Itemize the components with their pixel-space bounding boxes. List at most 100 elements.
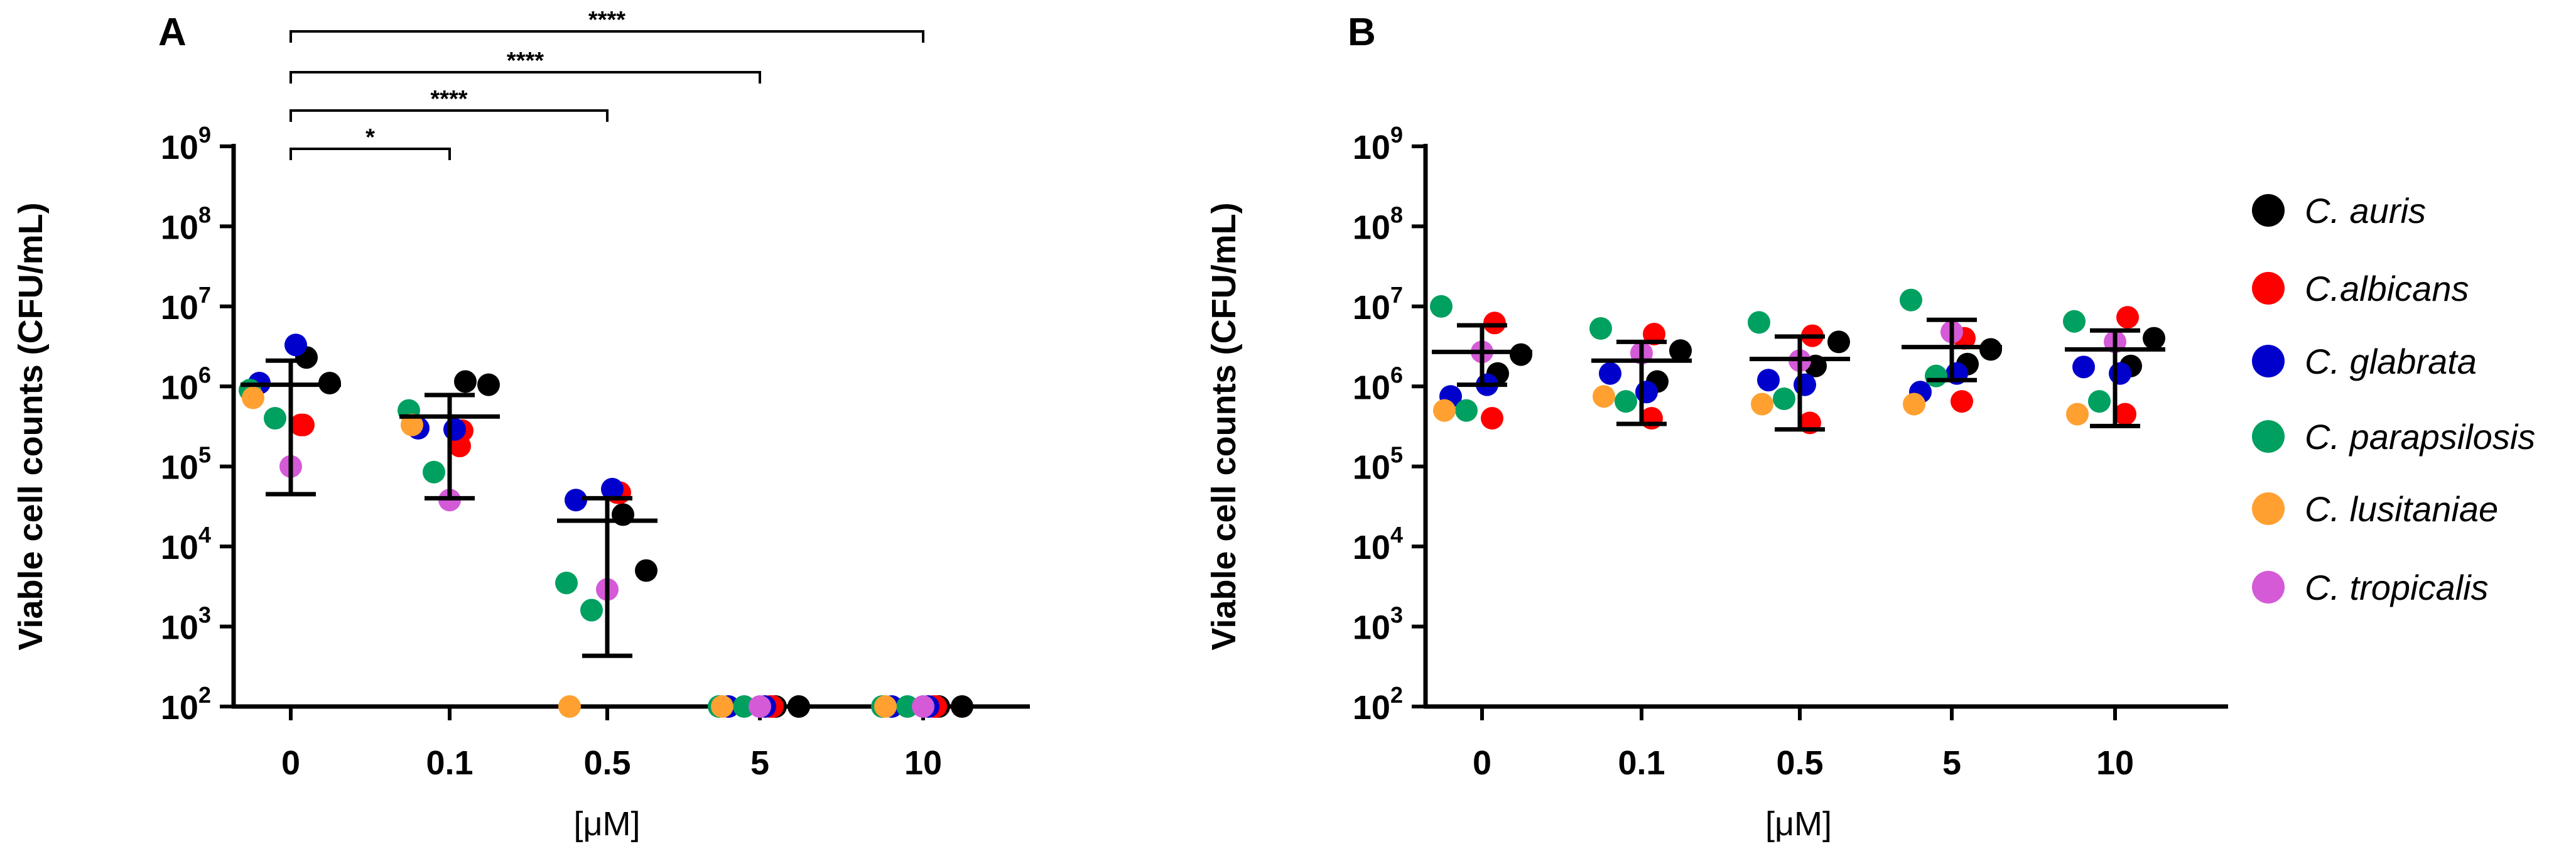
- data-point: [2143, 327, 2165, 350]
- data-point: [787, 695, 810, 718]
- x-tick-label: 0.5: [583, 744, 630, 782]
- y-tick-label: 104: [161, 522, 211, 566]
- data-point: [1433, 399, 1456, 422]
- significance-bracket: [290, 71, 761, 84]
- data-point: [1635, 381, 1658, 404]
- data-point: [1510, 343, 1532, 366]
- significance-label: ****: [588, 7, 625, 33]
- data-point: [1669, 339, 1692, 362]
- data-point: [1794, 373, 1816, 396]
- x-axis-label: [μM]: [573, 805, 640, 843]
- significance-label: ****: [430, 86, 467, 112]
- data-point: [2072, 355, 2095, 379]
- data-point: [555, 571, 578, 595]
- y-tick-label: 108: [1353, 202, 1403, 246]
- legend-marker: [2252, 194, 2285, 227]
- y-tick-label: 108: [161, 202, 211, 246]
- legend-label: C.albicans: [2305, 269, 2469, 308]
- x-tick-label: 0: [1473, 744, 1491, 782]
- data-point: [477, 373, 500, 396]
- data-point: [264, 406, 286, 430]
- data-point: [1827, 330, 1850, 354]
- data-point: [1615, 390, 1637, 413]
- legend-marker: [2252, 272, 2285, 305]
- y-tick-label: 109: [161, 122, 211, 166]
- data-point: [2066, 403, 2089, 426]
- y-tick-label: 104: [1353, 522, 1403, 566]
- significance-bracket: [290, 30, 924, 43]
- data-point: [635, 559, 658, 582]
- panel-letter: B: [1348, 11, 1376, 54]
- y-tick-label: 102: [1353, 682, 1403, 727]
- data-point: [896, 695, 919, 718]
- legend-marker: [2252, 571, 2285, 604]
- data-point: [1589, 317, 1612, 340]
- data-point: [749, 695, 771, 718]
- y-tick-label: 105: [161, 442, 211, 487]
- y-tick-label: 109: [1353, 122, 1403, 166]
- legend-marker: [2252, 420, 2285, 453]
- data-point: [401, 413, 423, 436]
- significance-label: *: [365, 124, 375, 151]
- data-point: [1900, 288, 1922, 311]
- data-point: [1751, 393, 1773, 416]
- data-point: [874, 695, 897, 718]
- y-tick-label: 106: [1353, 362, 1403, 406]
- y-tick-label: 105: [1353, 442, 1403, 487]
- data-point: [1748, 311, 1770, 334]
- legend-label: C. auris: [2305, 191, 2426, 230]
- data-point: [423, 460, 445, 484]
- x-tick-label: 5: [750, 744, 769, 782]
- legend-marker: [2252, 345, 2285, 377]
- data-point: [601, 477, 624, 501]
- y-tick-label: 106: [161, 362, 211, 406]
- significance-bracket: [290, 148, 451, 160]
- data-point: [2109, 362, 2131, 385]
- data-point: [1599, 362, 1621, 385]
- x-tick-label: 5: [1942, 744, 1961, 782]
- data-point: [565, 489, 587, 512]
- data-point: [1481, 406, 1503, 430]
- data-point: [558, 695, 581, 718]
- y-tick-label: 107: [161, 282, 211, 327]
- legend-label: C. parapsilosis: [2305, 417, 2535, 457]
- x-tick-label: 0.1: [1618, 744, 1665, 782]
- data-point: [443, 418, 466, 441]
- data-point: [1925, 364, 1947, 387]
- y-tick-label: 103: [161, 602, 211, 647]
- y-tick-label: 107: [1353, 282, 1403, 327]
- x-tick-label: 0.5: [1776, 744, 1823, 782]
- data-point: [242, 386, 264, 409]
- x-tick-label: 0: [281, 744, 300, 782]
- data-point: [951, 695, 973, 718]
- x-tick-label: 10: [904, 744, 942, 782]
- panel-letter: A: [158, 11, 187, 54]
- data-point: [1903, 393, 1925, 416]
- data-point: [2088, 390, 2111, 413]
- y-tick-label: 103: [1353, 602, 1403, 647]
- legend-marker: [2252, 492, 2285, 525]
- data-point: [1951, 390, 1973, 413]
- data-point: [1979, 338, 2002, 361]
- data-point: [1455, 399, 1478, 422]
- data-point: [580, 598, 603, 622]
- data-point: [2063, 310, 2086, 333]
- legend: C. auris C.albicans C. glabrata C. parapsil…: [2252, 191, 2535, 607]
- y-axis-label: Viable cell counts (CFU/mL): [12, 202, 50, 650]
- data-point: [711, 695, 733, 718]
- significance-label: ****: [507, 48, 544, 74]
- y-tick-label: 102: [161, 682, 211, 727]
- y-axis-label: Viable cell counts (CFU/mL): [1205, 202, 1243, 650]
- data-point: [454, 370, 477, 393]
- data-point: [2116, 306, 2139, 329]
- x-tick-label: 10: [2096, 744, 2134, 782]
- legend-label: C. tropicalis: [2305, 568, 2489, 607]
- data-point: [912, 695, 934, 718]
- data-point: [284, 333, 307, 357]
- data-point: [290, 413, 312, 436]
- data-point: [1483, 311, 1506, 335]
- significance-bracket: [290, 109, 609, 122]
